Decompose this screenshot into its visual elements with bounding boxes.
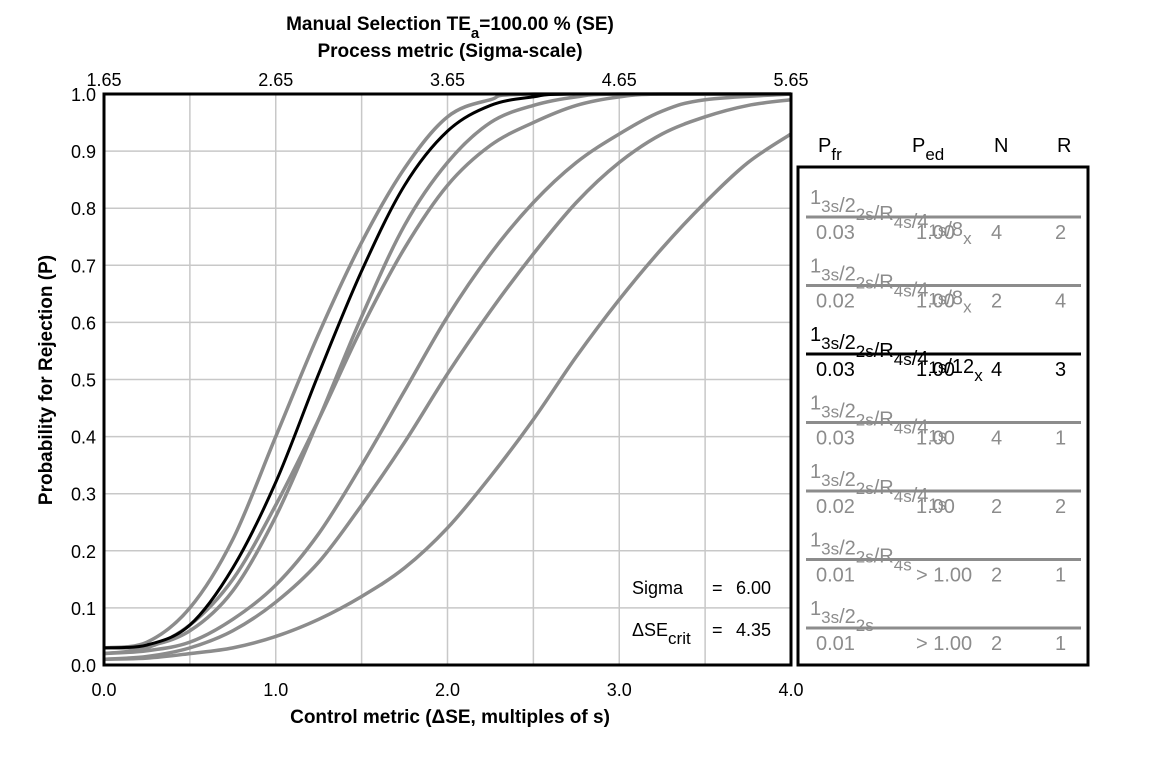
chart-title-sub: a [471, 25, 480, 42]
legend-ped-value: 1.00 [916, 291, 955, 313]
legend-n-value: 4 [991, 359, 1002, 381]
y-tick-label: 0.5 [71, 371, 96, 391]
top-tick-label: 3.65 [430, 70, 465, 90]
y-axis-label: Probability for Rejection (P) [36, 255, 57, 505]
y-tick-label: 0.4 [71, 428, 96, 448]
y-tick-label: 0.1 [71, 599, 96, 619]
legend-r-value: 1 [1055, 565, 1066, 587]
legend-rule-name: 13s/22s [810, 598, 874, 635]
plot-frame [102, 92, 793, 667]
legend-pfr-value: 0.02 [816, 291, 855, 313]
dse-eq: = [712, 620, 723, 640]
y-tick-label: 0.8 [71, 199, 96, 219]
legend-pfr-value: 0.03 [816, 428, 855, 450]
y-tick-label: 0.9 [71, 142, 96, 162]
svg-text:ΔSEcrit: ΔSEcrit [632, 620, 691, 648]
legend-r-value: 3 [1055, 359, 1066, 381]
legend-rule-name: 13s/22s/R4s/41s/8x [810, 187, 972, 248]
dse-value: 4.35 [736, 620, 771, 640]
top-tick-label: 1.65 [86, 70, 121, 90]
series-line-2 [103, 92, 791, 656]
legend-n-value: 4 [991, 222, 1002, 244]
x-tick-label: 0.0 [91, 680, 116, 700]
legend-r-value: 1 [1055, 428, 1066, 450]
legend-ped-value: 1.00 [916, 428, 955, 450]
y-tick-labels: 0.0 0.1 0.2 0.3 0.4 0.5 0.6 0.7 0.8 0.9 1.0 [71, 85, 96, 676]
x-tick-label: 4.0 [778, 680, 803, 700]
legend-n-value: 4 [991, 428, 1002, 450]
y-tick-label: 0.7 [71, 256, 96, 276]
header-n: N [994, 135, 1008, 157]
sigma-value: 6.00 [736, 578, 771, 598]
sigma-label: Sigma [632, 578, 684, 598]
legend-entries: 13s/22s/R4s/41s/8x0.03 1.00 4 213s/22s/R4s/… [806, 187, 1081, 655]
header-pfr-sub: fr [831, 145, 842, 164]
sigma-eq: = [712, 578, 723, 598]
legend-r-value: 1 [1055, 633, 1066, 655]
legend-rule-name: 13s/22s/R4s/41s/12x [810, 324, 983, 385]
y-tick-label: 0.6 [71, 313, 96, 333]
y-tick-label: 0.0 [71, 656, 96, 676]
legend-r-value: 2 [1055, 496, 1066, 518]
legend-r-value: 2 [1055, 222, 1066, 244]
y-tick-label: 1.0 [71, 85, 96, 105]
legend-ped-value: 1.00 [916, 359, 955, 381]
header-ped-sub: ed [925, 145, 944, 164]
x-tick-label: 1.0 [263, 680, 288, 700]
legend-headers: Pfr Ped N R [818, 135, 1071, 164]
header-pfr: P [818, 135, 831, 157]
legend-n-value: 2 [991, 496, 1002, 518]
legend-entry: 13s/22s/R4s/41s/8x0.03 1.00 4 2 [806, 187, 1081, 248]
header-ped: P [912, 135, 925, 157]
x-tick-label: 2.0 [435, 680, 460, 700]
top-tick-label: 5.65 [773, 70, 808, 90]
header-r: R [1057, 135, 1071, 157]
legend-ped-value: 1.00 [916, 496, 955, 518]
grid-lines [104, 94, 791, 665]
legend-rule-name: 13s/22s/R4s/41s [810, 393, 946, 446]
sigma-annotation: Sigma = 6.00 [632, 578, 771, 598]
svg-text:Pfr: Pfr [818, 135, 842, 164]
chart-title: Manual Selection TEa=100.00 % (SE) [286, 14, 614, 42]
legend-ped-value: > 1.00 [916, 565, 972, 587]
series-line-5 [103, 92, 792, 656]
legend-n-value: 2 [991, 565, 1002, 587]
dse-sub: crit [668, 629, 691, 648]
legend-ped-value: > 1.00 [916, 633, 972, 655]
dse-crit-annotation: ΔSEcrit = 4.35 [632, 620, 771, 648]
legend-pfr-value: 0.02 [816, 496, 855, 518]
legend-pfr-value: 0.01 [816, 633, 855, 655]
chart-title-prefix: Manual Selection TE [286, 14, 471, 35]
legend-r-value: 4 [1055, 291, 1066, 313]
y-tick-label: 0.2 [71, 542, 96, 562]
series-line-7 [103, 132, 792, 662]
legend-pfr-value: 0.03 [816, 359, 855, 381]
top-tick-label: 2.65 [258, 70, 293, 90]
x-axis-label: Control metric (ΔSE, multiples of s) [290, 707, 610, 728]
legend-entry: 13s/22s/R4s/41s/8x0.02 1.00 2 4 [806, 256, 1081, 317]
top-tick-labels: 1.65 2.65 3.65 4.65 5.65 [86, 70, 808, 90]
legend-pfr-value: 0.01 [816, 565, 855, 587]
legend-pfr-value: 0.03 [816, 222, 855, 244]
top-axis-title: Process metric (Sigma-scale) [317, 41, 582, 62]
svg-text:Ped: Ped [912, 135, 944, 164]
x-tick-label: 3.0 [607, 680, 632, 700]
series-line-4 [103, 92, 791, 650]
y-tick-label: 0.3 [71, 485, 96, 505]
legend-n-value: 2 [991, 633, 1002, 655]
series-line-6 [103, 97, 792, 662]
legend-box [796, 165, 1090, 667]
legend-ped-value: 1.00 [916, 222, 955, 244]
dse-label: ΔSE [632, 620, 668, 640]
top-tick-label: 4.65 [602, 70, 637, 90]
chart-title-suffix: =100.00 % (SE) [479, 14, 614, 35]
legend-n-value: 2 [991, 291, 1002, 313]
x-tick-labels: 0.0 1.0 2.0 3.0 4.0 [91, 680, 803, 700]
